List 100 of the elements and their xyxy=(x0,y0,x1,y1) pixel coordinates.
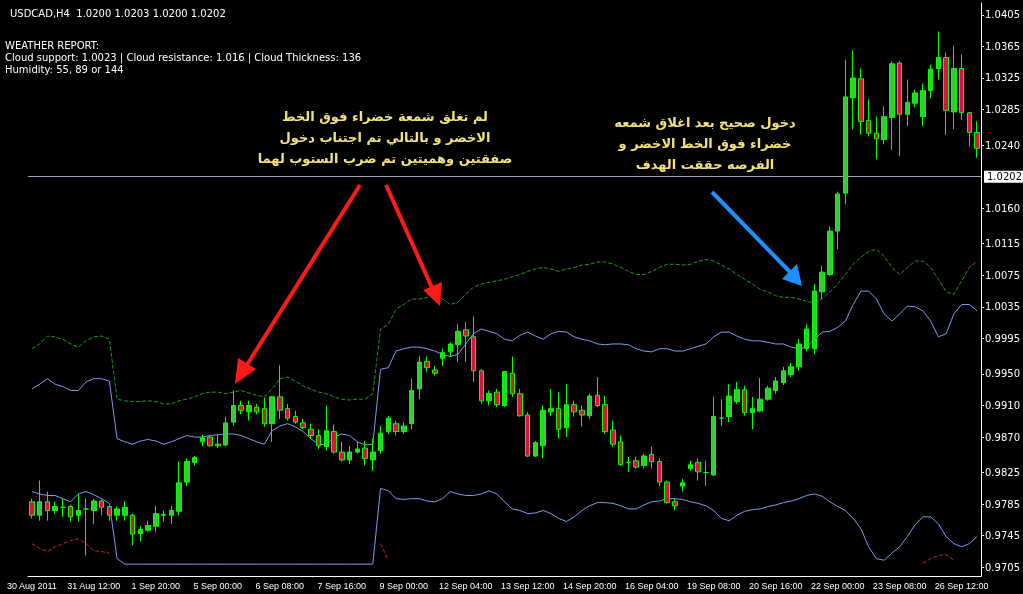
chart-title: USDCAD,H4 1.0200 1.0203 1.0200 1.0202 xyxy=(10,7,226,19)
candlestick xyxy=(618,435,623,466)
line-series xyxy=(31,248,978,405)
candlestick xyxy=(494,388,500,408)
candlestick xyxy=(448,341,453,358)
candlestick xyxy=(285,403,290,422)
candlestick xyxy=(680,478,685,493)
candlestick xyxy=(695,457,701,481)
candlestick xyxy=(788,362,794,378)
candlestick xyxy=(192,455,197,466)
candlestick xyxy=(138,525,143,542)
candlestick xyxy=(215,434,221,449)
candlestick xyxy=(711,396,716,477)
candlestick xyxy=(401,421,407,435)
candlestick xyxy=(633,456,639,470)
candlestick xyxy=(796,338,802,372)
candlestick xyxy=(269,395,275,443)
candlestick xyxy=(246,400,252,422)
line-series xyxy=(31,290,978,446)
candlestick xyxy=(533,440,538,458)
y-tick-label: 0.9995 xyxy=(985,332,1021,344)
candlestick xyxy=(440,348,445,367)
candlestick xyxy=(525,411,530,458)
candlestick xyxy=(254,403,259,415)
candlestick xyxy=(153,505,159,533)
candlestick xyxy=(161,509,166,523)
candlestick xyxy=(362,440,368,466)
candlestick xyxy=(145,520,151,533)
candlestick xyxy=(479,368,484,405)
x-tick-label: 23 Sep 08:00 xyxy=(872,580,927,591)
candlestick xyxy=(819,265,825,300)
candlestick xyxy=(571,400,577,418)
y-tick-label: 0.9745 xyxy=(985,530,1021,542)
candlestick xyxy=(424,356,430,373)
candlestick xyxy=(881,105,887,145)
candlestick xyxy=(517,388,523,418)
candlestick xyxy=(781,366,786,386)
candlestick xyxy=(874,116,879,160)
candlestick xyxy=(130,513,135,546)
candlestick xyxy=(843,59,848,205)
candlestick xyxy=(91,498,97,525)
y-tick-label: 1.0075 xyxy=(985,269,1021,281)
candlestick xyxy=(52,501,58,515)
y-tick-label: 1.0405 xyxy=(985,9,1021,21)
candlestick xyxy=(734,381,740,405)
candlestick xyxy=(742,385,747,417)
candlestick xyxy=(200,434,205,448)
candlestick xyxy=(595,376,600,408)
candlestick xyxy=(324,405,329,452)
x-tick-label: 16 Sep 04:00 xyxy=(624,580,679,591)
candlestick xyxy=(471,315,476,383)
candlestick xyxy=(850,49,856,130)
candlestick xyxy=(223,416,228,448)
candlestick xyxy=(417,355,422,400)
ref-line-label: 1.0202 xyxy=(987,171,1023,183)
candlestick xyxy=(641,453,647,470)
y-tick-label: 1.0325 xyxy=(985,72,1021,84)
candlestick xyxy=(602,395,608,435)
candlestick xyxy=(657,457,662,487)
candlestick xyxy=(76,493,81,523)
candlestick xyxy=(169,505,174,525)
candlestick xyxy=(293,410,298,425)
candlestick xyxy=(262,397,267,428)
candlestick xyxy=(409,378,414,430)
candlestick xyxy=(905,79,910,127)
y-tick-label: 0.9705 xyxy=(985,561,1021,573)
candlestick xyxy=(967,111,972,148)
candlestick xyxy=(579,405,585,428)
candlestick xyxy=(60,498,66,518)
candlestick xyxy=(827,225,833,277)
candlestick xyxy=(812,283,817,355)
candlestick xyxy=(184,457,190,487)
candlestick xyxy=(114,506,120,522)
candlestick xyxy=(238,400,244,415)
candlestick xyxy=(502,370,507,408)
y-tick-label: 0.9870 xyxy=(985,431,1021,443)
candlestick xyxy=(587,393,592,420)
x-tick-label: 30 Aug 2011 xyxy=(6,580,57,591)
candlestick xyxy=(936,30,941,81)
candlestick xyxy=(300,418,306,430)
candlestick xyxy=(486,390,492,407)
candlestick xyxy=(378,425,383,455)
candlestick xyxy=(959,53,964,121)
x-tick-label: 5 Sep 00:00 xyxy=(193,580,243,591)
candlestick xyxy=(626,456,631,473)
line-series xyxy=(31,487,978,565)
candlestick xyxy=(556,391,561,440)
x-tick-label: 20 Sep 16:00 xyxy=(748,580,803,591)
candlestick xyxy=(231,390,236,427)
y-tick-label: 0.9950 xyxy=(985,368,1021,380)
candlestick xyxy=(835,191,840,250)
candlestick xyxy=(107,505,112,522)
x-tick-label: 7 Sep 16:00 xyxy=(317,580,367,591)
x-tick-label: 19 Sep 08:00 xyxy=(686,580,741,591)
x-tick-label: 26 Sep 12:00 xyxy=(934,580,989,591)
y-tick-label: 1.0160 xyxy=(985,202,1021,214)
y-tick-label: 1.0240 xyxy=(985,139,1021,151)
candlestick xyxy=(664,480,670,504)
x-tick-label: 22 Sep 00:00 xyxy=(810,580,865,591)
x-tick-label: 1 Sep 20:00 xyxy=(131,580,181,591)
